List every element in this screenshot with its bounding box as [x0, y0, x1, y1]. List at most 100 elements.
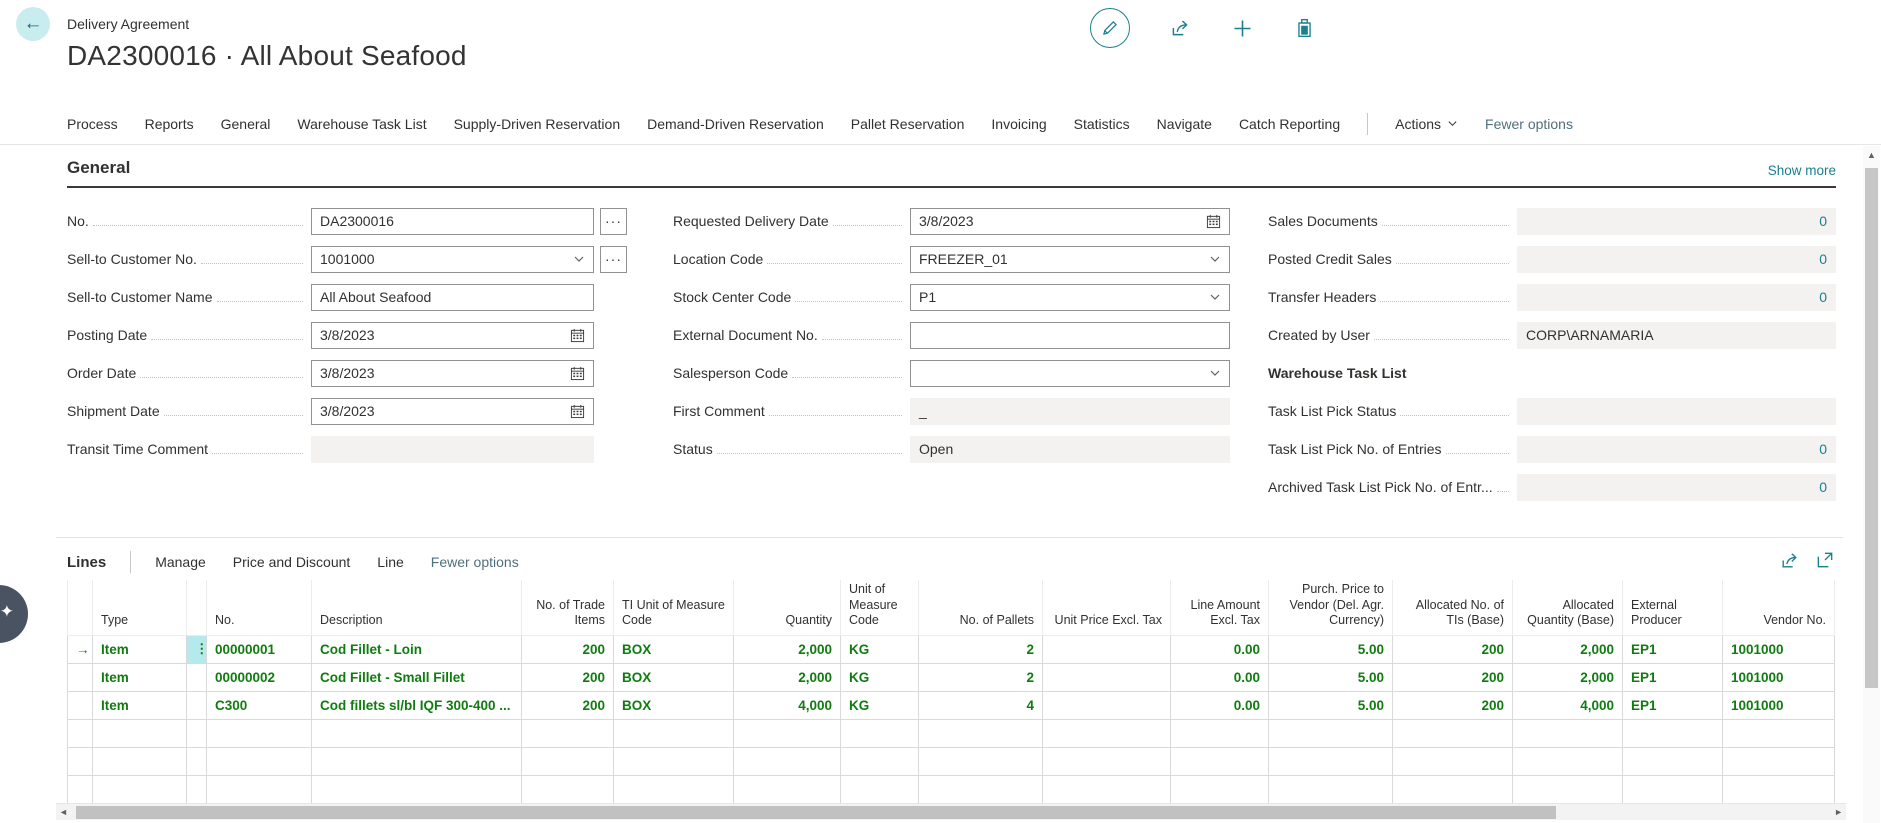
cell-alloc_tis[interactable]: 200: [1392, 634, 1513, 664]
cell-alloc_qty[interactable]: 4,000: [1512, 690, 1623, 720]
add-button[interactable]: [1230, 16, 1254, 40]
cell-uom[interactable]: KG: [840, 662, 919, 692]
column-header-purch-price-to-vendor-del-agr-currency[interactable]: Purch. Price to Vendor (Del. Agr. Curren…: [1268, 580, 1393, 636]
cell-ext_producer[interactable]: EP1: [1622, 634, 1723, 664]
cell-line_amount[interactable]: 0.00: [1170, 690, 1269, 720]
scroll-left-icon[interactable]: ◄: [59, 807, 68, 817]
column-header-no[interactable]: No.: [206, 580, 312, 636]
field-sell-to-customer-name[interactable]: All About Seafood: [311, 283, 594, 311]
cell-type[interactable]: Item: [92, 662, 187, 692]
lines-menu-price-and-discount[interactable]: Price and Discount: [232, 554, 351, 570]
delete-button[interactable]: [1292, 16, 1316, 40]
general-section-title[interactable]: General: [67, 158, 131, 177]
cell-no[interactable]: C300: [206, 690, 312, 720]
cell-purch_price[interactable]: 5.00: [1268, 634, 1393, 664]
assist-edit-button[interactable]: ···: [600, 245, 627, 273]
share-button[interactable]: [1168, 16, 1192, 40]
cell-alloc_qty[interactable]: 2,000: [1512, 634, 1623, 664]
field-salesperson-code[interactable]: [910, 359, 1230, 387]
lines-expand-button[interactable]: [1814, 549, 1836, 571]
cell-ti_uom[interactable]: BOX: [613, 634, 734, 664]
menu-item-process[interactable]: Process: [67, 115, 118, 132]
field-no[interactable]: DA2300016: [311, 207, 594, 235]
horizontal-scrollbar[interactable]: ◄ ►: [56, 803, 1846, 820]
column-header-no-of-trade-items[interactable]: No. of Trade Items: [521, 580, 614, 636]
cell-pallets[interactable]: 2: [918, 662, 1043, 692]
vertical-scrollbar[interactable]: ▲: [1863, 146, 1880, 823]
cell-ti_uom[interactable]: BOX: [613, 690, 734, 720]
lines-menu-manage[interactable]: Manage: [155, 554, 206, 570]
cell-alloc_tis[interactable]: 200: [1392, 662, 1513, 692]
column-header-no-of-pallets[interactable]: No. of Pallets: [918, 580, 1043, 636]
assist-edit-button[interactable]: ···: [600, 207, 627, 235]
field-requested-delivery-date[interactable]: 3/8/2023: [910, 207, 1230, 235]
column-header-external-producer[interactable]: External Producer: [1622, 580, 1723, 636]
cell-purch_price[interactable]: 5.00: [1268, 690, 1393, 720]
cell-trade_items[interactable]: 200: [521, 690, 614, 720]
cell-ext_producer[interactable]: EP1: [1622, 662, 1723, 692]
field-shipment-date[interactable]: 3/8/2023: [311, 397, 594, 425]
copilot-floating-button[interactable]: ✦: [0, 585, 28, 643]
column-header-type[interactable]: Type: [92, 580, 187, 636]
cell-ti_uom[interactable]: BOX: [613, 662, 734, 692]
cell-unit_price[interactable]: [1042, 690, 1171, 720]
chevron-down-icon[interactable]: [1209, 291, 1221, 303]
menu-item-catch-reporting[interactable]: Catch Reporting: [1238, 115, 1341, 132]
cell-trade_items[interactable]: 200: [521, 662, 614, 692]
calendar-icon[interactable]: [570, 366, 585, 381]
column-header-unit-price-excl-tax[interactable]: Unit Price Excl. Tax: [1042, 580, 1171, 636]
cell-description[interactable]: Cod Fillet - Small Fillet: [311, 662, 522, 692]
field-archived-task-list-pick-no-of-entr[interactable]: 0: [1517, 473, 1836, 501]
field-location-code[interactable]: FREEZER_01: [910, 245, 1230, 273]
cell-vendor_no[interactable]: 1001000: [1722, 634, 1835, 664]
lines-menu-line[interactable]: Line: [377, 554, 404, 570]
cell-vendor_no[interactable]: 1001000: [1722, 662, 1835, 692]
cell-trade_items[interactable]: 200: [521, 634, 614, 664]
menu-item-general[interactable]: General: [220, 115, 271, 132]
cell-line_amount[interactable]: 0.00: [1170, 662, 1269, 692]
cell-type[interactable]: Item: [92, 634, 187, 664]
vertical-scrollbar-thumb[interactable]: [1865, 168, 1878, 688]
cell-type[interactable]: Item: [92, 690, 187, 720]
cell-quantity[interactable]: 2,000: [733, 662, 841, 692]
menu-item-demand-driven-reservation[interactable]: Demand-Driven Reservation: [647, 115, 824, 132]
row-menu-button[interactable]: ⋮: [186, 634, 207, 664]
menu-item-statistics[interactable]: Statistics: [1073, 115, 1130, 132]
menu-item-invoicing[interactable]: Invoicing: [991, 115, 1047, 132]
column-header-ti-unit-of-measure-code[interactable]: TI Unit of Measure Code: [613, 580, 734, 636]
chevron-down-icon[interactable]: [1209, 253, 1221, 265]
cell-no[interactable]: 00000001: [206, 634, 312, 664]
column-header-vendor-no[interactable]: Vendor No.: [1722, 580, 1835, 636]
horizontal-scrollbar-thumb[interactable]: [76, 806, 1556, 819]
cell-description[interactable]: Cod Fillet - Loin: [311, 634, 522, 664]
field-external-document-no[interactable]: [910, 321, 1230, 349]
cell-vendor_no[interactable]: 1001000: [1722, 690, 1835, 720]
chevron-down-icon[interactable]: [573, 253, 585, 265]
column-header-quantity[interactable]: Quantity: [733, 580, 841, 636]
column-header-line-amount-excl-tax[interactable]: Line Amount Excl. Tax: [1170, 580, 1269, 636]
cell-uom[interactable]: KG: [840, 690, 919, 720]
cell-pallets[interactable]: 4: [918, 690, 1043, 720]
field-order-date[interactable]: 3/8/2023: [311, 359, 594, 387]
chevron-down-icon[interactable]: [1209, 367, 1221, 379]
scroll-up-icon[interactable]: ▲: [1867, 150, 1876, 160]
menu-item-pallet-reservation[interactable]: Pallet Reservation: [850, 115, 965, 132]
back-button[interactable]: ←: [16, 7, 50, 41]
column-header-allocated-no-of-tis-base[interactable]: Allocated No. of TIs (Base): [1392, 580, 1513, 636]
field-sell-to-customer-no[interactable]: 1001000: [311, 245, 594, 273]
cell-purch_price[interactable]: 5.00: [1268, 662, 1393, 692]
scroll-right-icon[interactable]: ►: [1834, 807, 1843, 817]
field-posting-date[interactable]: 3/8/2023: [311, 321, 594, 349]
field-task-list-pick-no-of-entries[interactable]: 0: [1517, 435, 1836, 463]
cell-alloc_qty[interactable]: 2,000: [1512, 662, 1623, 692]
calendar-icon[interactable]: [1206, 214, 1221, 229]
menu-item-warehouse-task-list[interactable]: Warehouse Task List: [297, 115, 427, 132]
show-more-link[interactable]: Show more: [1767, 163, 1836, 178]
cell-ext_producer[interactable]: EP1: [1622, 690, 1723, 720]
cell-description[interactable]: Cod fillets sl/bl IQF 300-400 ...: [311, 690, 522, 720]
column-header-description[interactable]: Description: [311, 580, 522, 636]
cell-no[interactable]: 00000002: [206, 662, 312, 692]
column-header-allocated-quantity-base[interactable]: Allocated Quantity (Base): [1512, 580, 1623, 636]
menu-fewer-options[interactable]: Fewer options: [1485, 115, 1573, 132]
lines-section-title[interactable]: Lines: [67, 553, 107, 571]
